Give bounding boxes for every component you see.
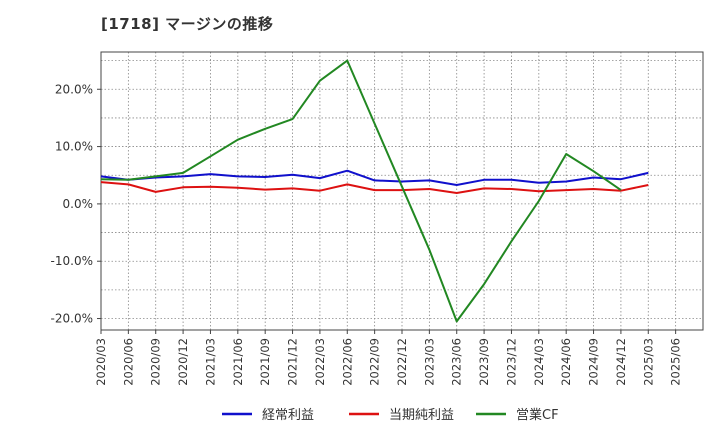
x-tick-label: 2025/03 [641, 338, 655, 386]
x-tick-label: 2023/09 [477, 338, 491, 386]
x-tick-label: 2021/03 [203, 338, 217, 386]
series-line-1 [100, 181, 649, 194]
x-tick-label: 2023/03 [422, 338, 436, 386]
series-lines [100, 59, 649, 323]
x-tick-label: 2023/06 [450, 338, 464, 386]
x-tick-label: 2024/03 [532, 338, 546, 386]
x-tick-label: 2025/06 [669, 338, 683, 386]
series-line-2 [100, 59, 622, 323]
x-tick-label: 2024/12 [614, 338, 628, 386]
x-tick-label: 2022/09 [368, 338, 382, 386]
y-axis-ticks: 20.0% 10.0% 0.0% -10.0% -20.0% [51, 82, 101, 326]
y-tick-label: 20.0% [55, 82, 93, 96]
x-tick-label: 2023/12 [504, 338, 518, 386]
y-tick-label: -20.0% [51, 312, 93, 326]
x-tick-label: 2022/12 [395, 338, 409, 386]
x-axis-ticks: 2020/03 2020/06 2020/09 2020/12 2021/03 2021/… [94, 330, 683, 386]
x-tick-label: 2020/06 [121, 338, 135, 386]
legend-label-2: 営業CF [516, 407, 559, 423]
legend-label-0: 経常利益 [262, 408, 314, 423]
x-tick-label: 2020/09 [149, 338, 163, 386]
x-tick-label: 2022/06 [340, 338, 354, 386]
x-tick-label: 2024/06 [559, 338, 573, 386]
x-tick-label: 2020/03 [94, 338, 108, 386]
x-tick-label: 2021/09 [258, 338, 272, 386]
x-tick-label: 2021/06 [231, 338, 245, 386]
y-tick-label: 10.0% [55, 140, 93, 154]
y-tick-label: -10.0% [51, 254, 93, 268]
x-tick-label: 2020/12 [176, 338, 190, 386]
x-tick-label: 2022/03 [313, 338, 327, 386]
grid-lines [101, 52, 703, 330]
chart-title: [1718] マージンの推移 [101, 15, 274, 33]
x-tick-label: 2021/12 [286, 338, 300, 386]
legend-label-1: 当期純利益 [389, 408, 454, 423]
legend: 経常利益 当期純利益 営業CF [222, 407, 559, 423]
series-line-0 [100, 169, 649, 186]
y-tick-label: 0.0% [63, 197, 94, 211]
x-tick-label: 2024/09 [587, 338, 601, 386]
